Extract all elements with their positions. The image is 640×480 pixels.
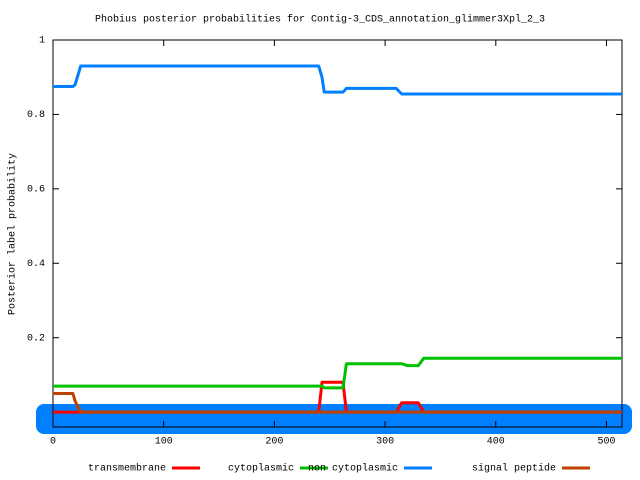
x-tick-label: 0 [50,437,56,448]
x-tick-label: 200 [265,437,283,448]
series-line [53,356,622,390]
y-tick-label: 0.8 [27,110,45,121]
series-line [53,392,622,414]
legend-label: cytoplasmic [228,463,294,475]
x-tick-label: 300 [376,437,394,448]
series-line [53,380,622,414]
legend-label: transmembrane [88,463,166,475]
y-tick-label: 1 [39,36,45,47]
y-axis-label: Posterior label probability [7,153,19,315]
chart-title: Phobius posterior probabilities for Cont… [95,14,545,26]
x-tick-label: 500 [597,437,615,448]
sequence-band [36,404,632,434]
y-tick-label: 0.4 [27,259,45,270]
legend-label: non cytoplasmic [308,463,398,475]
y-tick-label: 0.6 [27,184,45,195]
y-tick-label: 0.2 [27,333,45,344]
legend-label: signal peptide [472,463,556,475]
x-tick-label: 100 [155,437,173,448]
x-tick-label: 400 [487,437,505,448]
series-line [53,64,622,96]
plot-frame [52,39,623,428]
